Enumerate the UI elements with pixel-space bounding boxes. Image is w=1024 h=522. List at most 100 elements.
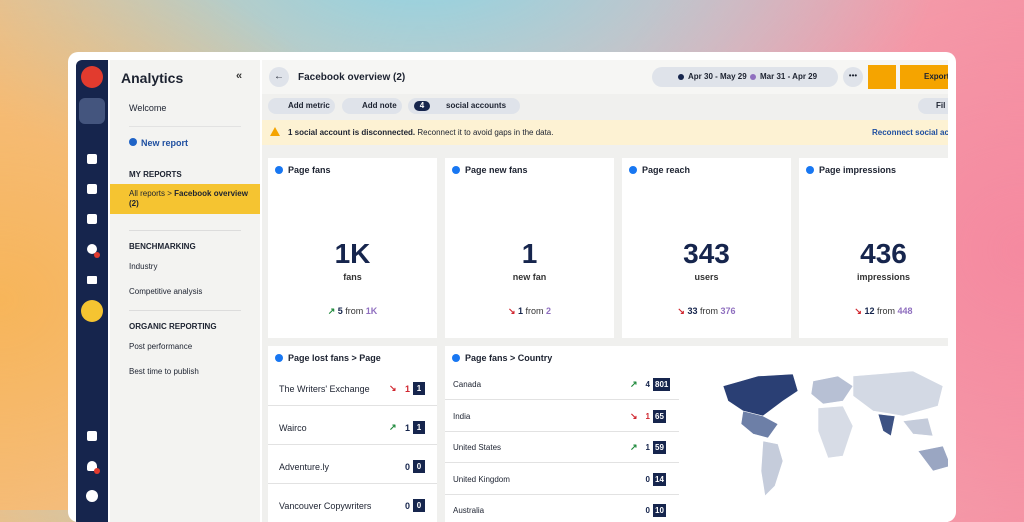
row-value: 801 [653,378,671,391]
change-value: 12 [864,306,875,316]
previous-value: 2 [546,306,552,316]
section-title: BENCHMARKING [129,242,196,251]
trend-arrow: ↘ [630,410,638,421]
row-change: 0 [645,506,650,515]
export-button[interactable]: Export [900,65,948,89]
nav-item[interactable]: Best time to publish [129,367,199,376]
map-region [817,405,854,459]
metric-value: 1K [334,238,371,269]
badge [94,468,100,474]
ads-icon[interactable] [87,276,97,284]
share-button[interactable] [868,65,896,89]
map-region [902,417,934,437]
row-change: 1 [645,411,650,421]
row-name: Canada [453,380,482,389]
row-name: Adventure.ly [279,462,330,472]
main-panel: ← Facebook overview (2) Apr 30 - May 29 … [262,60,948,522]
metric-change: ↘ 33 from 376 [622,306,791,317]
apps-icon[interactable] [87,431,97,441]
trend-arrow: ↘ [854,306,862,316]
calendar-icon[interactable] [87,214,97,224]
badge [94,252,100,258]
map-region [740,410,779,439]
add-metric-button[interactable]: Add metric [268,98,335,114]
change-value: 5 [337,306,343,316]
logo [81,66,103,88]
card-title: Page fans > Country [465,353,553,363]
row-name: Vancouver Copywriters [279,501,372,511]
metric-unit: users [694,272,719,282]
notifications-icon[interactable] [87,461,97,471]
new-report-link[interactable]: New report [141,138,189,148]
row-value: 59 [653,441,666,454]
metric-card: Page fans 1K fans ↗ 5 from 1K [268,158,437,338]
sidebar: Analytics « Welcome New report MY REPORT… [110,60,260,522]
add-note-button[interactable]: Add note [342,98,402,114]
back-button[interactable]: ← [269,67,289,87]
help-icon[interactable] [86,490,98,502]
facebook-icon [629,166,637,174]
facebook-icon [452,166,460,174]
nav-item[interactable]: All reports > Facebook overview (2) [129,189,254,209]
trend-arrow: ↘ [389,383,397,393]
dashboard-icon[interactable] [87,184,97,194]
divider [129,126,241,127]
nav-item[interactable]: Competitive analysis [129,287,203,296]
row-change: 0 [404,462,410,472]
collapse-button[interactable]: « [236,70,243,82]
breadcrumb: All reports > [129,189,172,198]
metric-card: Page reach 343 users ↘ 33 from 376 [622,158,791,338]
metric-change: ↘ 12 from 448 [799,306,948,317]
change-value: 1 [518,306,524,316]
row-name: Australia [453,506,485,515]
reconnect-link[interactable]: Reconnect social acc [872,128,948,137]
inbox-icon[interactable] [87,244,97,254]
previous-value: 1K [365,306,378,316]
nav-item[interactable]: Welcome [129,103,167,113]
divider [268,405,437,406]
warning-icon [270,127,280,136]
trend-arrow: ↗ [327,306,336,316]
divider [445,493,679,495]
row-value: 65 [653,409,666,423]
accounts-button[interactable]: 4 social accounts [408,98,520,114]
metric-card: Page new fans 1 new fan ↘ 1 from 2 [445,158,614,338]
row-value: 1 [413,421,425,434]
facebook-icon [452,354,460,362]
change-value: 33 [687,306,698,316]
section-title: MY REPORTS [129,170,182,179]
accounts-label: social accounts [446,101,507,110]
from-label: from [525,306,544,316]
sidebar-title: Analytics [121,70,184,86]
report-title: Facebook overview (2) [298,72,406,83]
more-button[interactable]: ••• [843,67,863,87]
previous-value: 448 [897,306,913,316]
row-change: 1 [404,384,410,394]
map-region [852,370,944,417]
lost-fans-card: Page lost fans > Page The Writers' Exchan… [268,346,437,522]
compare-range: Mar 31 - Apr 29 [760,72,818,81]
nav-item[interactable]: Post performance [129,342,193,351]
date-range: Apr 30 - May 29 [688,72,747,81]
row-name: India [453,411,471,421]
metric-change: ↘ 1 from 2 [445,306,614,317]
row-change: 0 [404,501,410,511]
date-picker[interactable]: Apr 30 - May 29 Mar 31 - Apr 29 [652,67,838,87]
analytics-icon[interactable] [81,300,103,322]
card-title: Page new fans [465,165,528,175]
trend-arrow: ↘ [677,306,685,316]
streams-icon[interactable] [87,154,97,164]
accounts-count: 4 [414,101,430,111]
divider [445,430,679,432]
compose-icon[interactable] [79,98,105,124]
divider [445,462,679,463]
divider [445,399,679,400]
divider [129,230,241,231]
card-title: Page lost fans > Page [288,353,381,363]
row-name: United States [453,443,502,452]
nav-item[interactable]: Industry [129,262,158,271]
filter-button[interactable]: Fil [918,98,948,114]
metric-unit: impressions [856,272,911,282]
card-title: Page fans [288,165,331,175]
